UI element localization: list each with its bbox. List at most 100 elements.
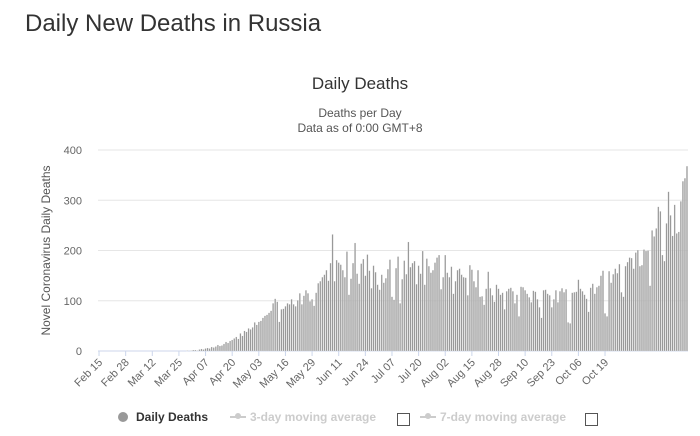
bar (303, 295, 305, 352)
7day-average-checkbox[interactable] (585, 413, 598, 426)
bar (223, 343, 225, 352)
bar (501, 292, 504, 352)
bar (632, 268, 635, 352)
bar (454, 281, 457, 352)
bar (307, 293, 309, 352)
legend-item-daily-deaths[interactable]: Daily Deaths (118, 410, 208, 424)
bar (280, 309, 283, 352)
bar (292, 304, 295, 352)
bar (206, 347, 209, 352)
bar (598, 285, 600, 352)
bar (571, 292, 574, 352)
bar (481, 296, 483, 352)
bar (514, 303, 516, 352)
bar (677, 231, 680, 352)
bar (284, 306, 287, 352)
bar (608, 271, 610, 352)
bar (249, 329, 252, 352)
bar (221, 345, 223, 352)
bar (645, 250, 647, 352)
bar (471, 269, 473, 352)
legend-item-3day-average[interactable]: 3-day moving average (230, 410, 376, 424)
bar (475, 287, 477, 352)
bar (620, 292, 623, 352)
bar (493, 301, 496, 352)
bar (538, 307, 541, 352)
chart-subtitle: Deaths per Day (318, 106, 402, 120)
bar (602, 270, 604, 352)
bar (583, 294, 586, 352)
bar (376, 284, 379, 352)
bar (651, 230, 653, 352)
bar (485, 288, 488, 352)
bar (278, 321, 281, 352)
y-tick-label: 400 (64, 145, 82, 157)
bar (276, 301, 279, 352)
bar (436, 257, 438, 352)
bar (682, 181, 684, 352)
bar (288, 304, 291, 352)
bar (294, 306, 297, 352)
bar (358, 283, 361, 352)
bar (675, 233, 678, 352)
x-tick-label: Jun 11 (314, 357, 345, 388)
bar (225, 341, 227, 352)
bar (520, 286, 522, 352)
bar (399, 303, 402, 352)
bar (403, 260, 406, 352)
x-tick-label: Jul 07 (369, 357, 398, 386)
bar (452, 293, 455, 352)
bar (417, 265, 420, 352)
bar (321, 277, 324, 352)
3day-average-checkbox[interactable] (397, 413, 410, 426)
bar (428, 265, 430, 352)
bar (391, 296, 393, 352)
bar (423, 284, 426, 352)
bar (374, 272, 377, 352)
bar (415, 284, 418, 352)
legend-line-icon (420, 413, 436, 419)
bar (542, 290, 545, 352)
bar (344, 277, 346, 352)
bar (370, 288, 373, 352)
bar (473, 281, 475, 352)
bar (409, 266, 412, 352)
bar (536, 299, 539, 352)
bar (686, 165, 688, 352)
bar (555, 290, 557, 352)
bar (208, 348, 211, 352)
bar (518, 316, 520, 352)
bar (618, 263, 621, 352)
bar (227, 342, 229, 352)
y-tick-label: 0 (76, 346, 82, 358)
legend-marker-icon (118, 412, 128, 422)
bar (350, 278, 352, 352)
chart-subtitle-date: Data as of 0:00 GMT+8 (297, 121, 423, 135)
legend-item-7day-average[interactable]: 7-day moving average (420, 410, 566, 424)
x-tick-label: Sep 10 (498, 357, 531, 390)
bar (214, 346, 217, 352)
bar (341, 270, 344, 352)
x-tick-label: Apr 07 (180, 357, 211, 388)
bar (311, 299, 313, 352)
bar (298, 293, 301, 352)
bar (262, 317, 264, 352)
x-tick-label: Aug 15 (445, 357, 478, 390)
bar (657, 206, 660, 352)
bar (659, 211, 662, 352)
x-tick-label: Jun 24 (340, 357, 372, 389)
bar (356, 273, 358, 352)
bar (589, 287, 592, 352)
x-tick-label: Mar 25 (152, 357, 185, 390)
bar (546, 293, 549, 352)
bar (389, 259, 391, 352)
bar (679, 201, 682, 352)
bar (516, 294, 518, 352)
bar (550, 307, 553, 352)
bar (593, 293, 596, 352)
bar (313, 305, 315, 352)
bar (368, 270, 371, 352)
bar (243, 330, 246, 352)
bar (444, 254, 447, 352)
bar (622, 296, 625, 352)
